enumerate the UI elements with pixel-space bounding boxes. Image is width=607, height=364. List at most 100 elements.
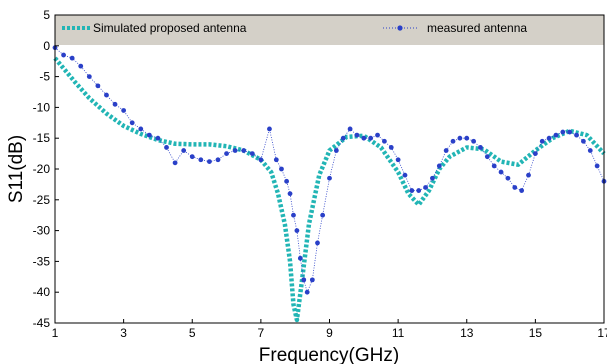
- series-point-measured: [395, 157, 401, 163]
- series-line-simulated: [53, 56, 606, 323]
- series-point-measured: [297, 255, 303, 261]
- series-point-measured: [129, 120, 135, 126]
- series-point-measured: [104, 92, 109, 98]
- x-axis-title: Frequency(GHz): [259, 345, 399, 364]
- series-point-measured: [484, 154, 490, 160]
- series-point-measured: [61, 52, 66, 58]
- series-point-measured: [457, 135, 463, 141]
- series-point-measured: [539, 138, 545, 144]
- series-point-measured: [532, 151, 538, 157]
- series-point-measured: [273, 157, 279, 163]
- series-point-measured: [574, 132, 579, 138]
- series-point-measured: [69, 55, 75, 61]
- series-point-measured: [309, 277, 315, 283]
- series-point-measured: [249, 151, 255, 157]
- series-point-measured: [546, 135, 552, 141]
- series-point-measured: [402, 172, 408, 178]
- series-point-measured: [594, 163, 600, 169]
- series-point-measured: [464, 135, 470, 141]
- series-point-measured: [526, 172, 531, 178]
- y-tick-label: 0: [43, 39, 50, 53]
- y-axis-title: S11(dB): [6, 135, 27, 203]
- series-point-measured: [587, 148, 593, 153]
- series-point-measured: [478, 145, 483, 150]
- series-point-measured: [138, 126, 144, 132]
- series-point-measured: [172, 160, 178, 166]
- series-point-measured: [207, 159, 212, 165]
- series-point-measured: [430, 175, 435, 181]
- y-tick-label: -40: [33, 285, 51, 299]
- series-point-measured: [382, 138, 387, 144]
- series-point-measured: [291, 212, 296, 218]
- series-point-measured: [375, 132, 380, 138]
- series-point-measured: [146, 132, 152, 138]
- x-tick-label: 9: [326, 326, 333, 340]
- series-point-measured: [215, 157, 221, 163]
- series-point-measured: [450, 138, 456, 144]
- legend-label-measured: measured antenna: [427, 21, 527, 35]
- ticks-layer: 135791113151750-5-10-15-20-25-30-35-40-4…: [33, 8, 607, 340]
- plot-background: [55, 15, 604, 323]
- y-tick-label: -35: [33, 254, 51, 268]
- series-point-measured: [354, 132, 360, 138]
- series-point-measured: [423, 185, 428, 190]
- series-point-measured: [198, 157, 204, 163]
- x-tick-label: 5: [189, 326, 196, 340]
- series-point-measured: [315, 240, 320, 246]
- series-point-measured: [409, 188, 415, 193]
- x-tick-label: 11: [392, 326, 405, 340]
- series-point-measured: [567, 129, 573, 135]
- series-point-measured: [121, 108, 127, 113]
- series-point-measured: [232, 148, 238, 153]
- series-point-measured: [258, 157, 264, 163]
- series-point-measured: [416, 188, 422, 193]
- legend-label-simulated: Simulated proposed antenna: [93, 21, 247, 35]
- series-point-measured: [287, 191, 293, 197]
- y-tick-label: -25: [33, 193, 51, 207]
- series-point-measured: [95, 83, 101, 89]
- series-point-measured: [189, 154, 195, 160]
- y-tick-label: -5: [39, 70, 50, 84]
- y-tick-label: -15: [33, 131, 51, 145]
- series-point-measured: [304, 289, 310, 295]
- series-point-measured: [581, 138, 586, 144]
- series-point-measured: [164, 145, 169, 150]
- series-point-measured: [320, 212, 326, 218]
- series-point-measured: [368, 135, 374, 141]
- series-point-measured: [340, 135, 346, 141]
- series-point-measured: [361, 135, 367, 141]
- series-point-measured: [519, 188, 525, 193]
- series-point-measured: [388, 145, 394, 150]
- x-tick-label: 1: [52, 326, 59, 340]
- series-point-measured: [505, 175, 511, 181]
- series-point-measured: [443, 148, 449, 153]
- series-point-measured: [512, 185, 518, 190]
- y-tick-label: -30: [33, 224, 51, 238]
- series-point-measured: [560, 129, 566, 135]
- series-point-measured: [78, 63, 84, 69]
- legend-marker-measured: [397, 25, 403, 31]
- series-point-measured: [553, 132, 559, 138]
- x-tick-label: 7: [258, 326, 265, 340]
- series-point-measured: [279, 166, 284, 172]
- series-point-measured: [327, 175, 332, 181]
- series-point-measured: [333, 148, 339, 153]
- x-tick-label: 17: [597, 326, 607, 340]
- series-point-measured: [347, 126, 353, 132]
- series-point-measured: [284, 178, 290, 184]
- series-point-measured: [224, 151, 229, 157]
- series-point-measured: [112, 101, 118, 107]
- y-tick-label: -10: [33, 100, 51, 114]
- y-tick-label: -20: [33, 162, 51, 176]
- series-point-measured: [491, 163, 497, 169]
- y-tick-label: -45: [33, 316, 51, 330]
- x-tick-label: 3: [120, 326, 127, 340]
- y-tick-label: 5: [43, 8, 50, 22]
- series-point-measured: [294, 228, 300, 234]
- series-point-measured: [86, 74, 92, 79]
- legend: Simulated proposed antenna measured ante…: [62, 21, 527, 35]
- series-point-measured: [436, 163, 442, 169]
- series-point-measured: [241, 148, 247, 153]
- series-point-measured: [181, 148, 187, 153]
